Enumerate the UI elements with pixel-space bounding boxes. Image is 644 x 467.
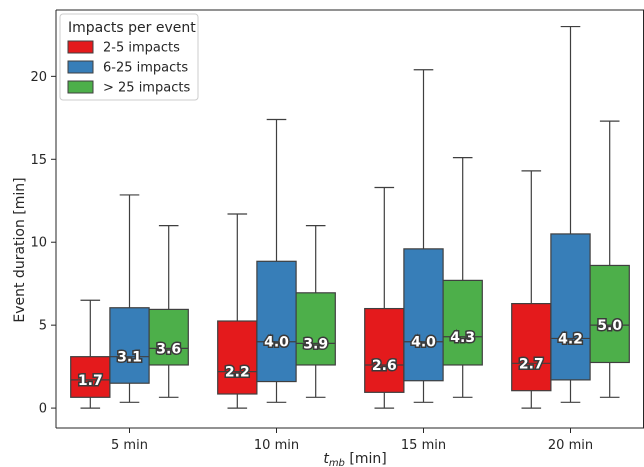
box-1-0: 2.2 bbox=[217, 213, 258, 409]
legend-swatch bbox=[67, 60, 94, 74]
box-body bbox=[256, 260, 297, 383]
box-3-0: 2.7 bbox=[511, 170, 552, 409]
x-axis-label: tmb [min] bbox=[323, 451, 386, 467]
box-body bbox=[511, 302, 552, 392]
box-body bbox=[109, 307, 150, 384]
y-tick-label: 5 bbox=[39, 319, 47, 334]
median-label: 3.1 bbox=[117, 350, 142, 366]
box-body bbox=[589, 264, 630, 364]
y-tick-label: 10 bbox=[30, 236, 47, 251]
x-axis-label-unit: [min] bbox=[345, 451, 387, 467]
median-label: 4.3 bbox=[450, 330, 475, 346]
legend: Impacts per event 2-5 impacts 6-25 impact… bbox=[59, 13, 199, 101]
box-body bbox=[217, 320, 258, 395]
y-tick-label: 20 bbox=[30, 70, 47, 85]
y-axis-label: Event duration [min] bbox=[12, 177, 28, 322]
y-tick-label: 0 bbox=[39, 402, 47, 417]
axes: 0 5 10 15 20 5 min 10 min 15 min 20 min bbox=[30, 9, 644, 453]
legend-frame bbox=[59, 13, 199, 101]
box-3-2: 5.0 bbox=[589, 120, 630, 398]
median-label: 3.9 bbox=[303, 336, 328, 352]
median-label: 2.7 bbox=[519, 356, 544, 372]
box-0-0: 1.7 bbox=[70, 299, 111, 409]
box-3-1: 4.2 bbox=[550, 25, 591, 403]
median-label: 2.2 bbox=[225, 365, 250, 381]
legend-entry-label: > 25 impacts bbox=[103, 81, 190, 96]
median-label: 1.7 bbox=[78, 373, 103, 389]
box-body bbox=[403, 248, 444, 382]
legend-entry-label: 2-5 impacts bbox=[103, 41, 180, 56]
x-tick-label: 10 min bbox=[254, 438, 299, 453]
box-body bbox=[148, 308, 189, 366]
median-label: 3.6 bbox=[156, 341, 181, 357]
box-2-2: 4.3 bbox=[442, 157, 483, 398]
box-2-0: 2.6 bbox=[364, 186, 405, 409]
x-tick-label: 5 min bbox=[111, 438, 148, 453]
box-0-2: 3.6 bbox=[148, 225, 189, 398]
median-label: 2.6 bbox=[372, 358, 397, 374]
legend-swatch bbox=[67, 80, 94, 94]
median-label: 5.0 bbox=[597, 318, 622, 334]
box-1-2: 3.9 bbox=[295, 225, 336, 398]
legend-title: Impacts per event bbox=[68, 20, 196, 36]
plot-area: 1.7 3.1 3.6 2.2 4.0 3.9 2.6 4.0 4.3 2.7 4.2 5.0 bbox=[70, 25, 630, 409]
box-body bbox=[295, 292, 336, 366]
median-label: 4.0 bbox=[411, 335, 436, 351]
legend-entry-label: 6-25 impacts bbox=[103, 61, 188, 76]
box-body bbox=[70, 356, 111, 398]
box-body bbox=[442, 279, 483, 366]
x-tick-label: 20 min bbox=[548, 438, 593, 453]
box-2-1: 4.0 bbox=[403, 69, 444, 403]
box-1-1: 4.0 bbox=[256, 118, 297, 403]
median-label: 4.2 bbox=[558, 331, 583, 347]
box-body bbox=[550, 233, 591, 381]
y-tick-label: 15 bbox=[30, 153, 47, 168]
x-tick-label: 15 min bbox=[401, 438, 446, 453]
x-axis-label-sub: mb bbox=[329, 458, 345, 467]
legend-swatch bbox=[67, 40, 94, 54]
box-0-1: 3.1 bbox=[109, 194, 150, 403]
median-label: 4.0 bbox=[264, 335, 289, 351]
x-axis-label-main: t bbox=[323, 451, 329, 467]
box-body bbox=[364, 307, 405, 393]
